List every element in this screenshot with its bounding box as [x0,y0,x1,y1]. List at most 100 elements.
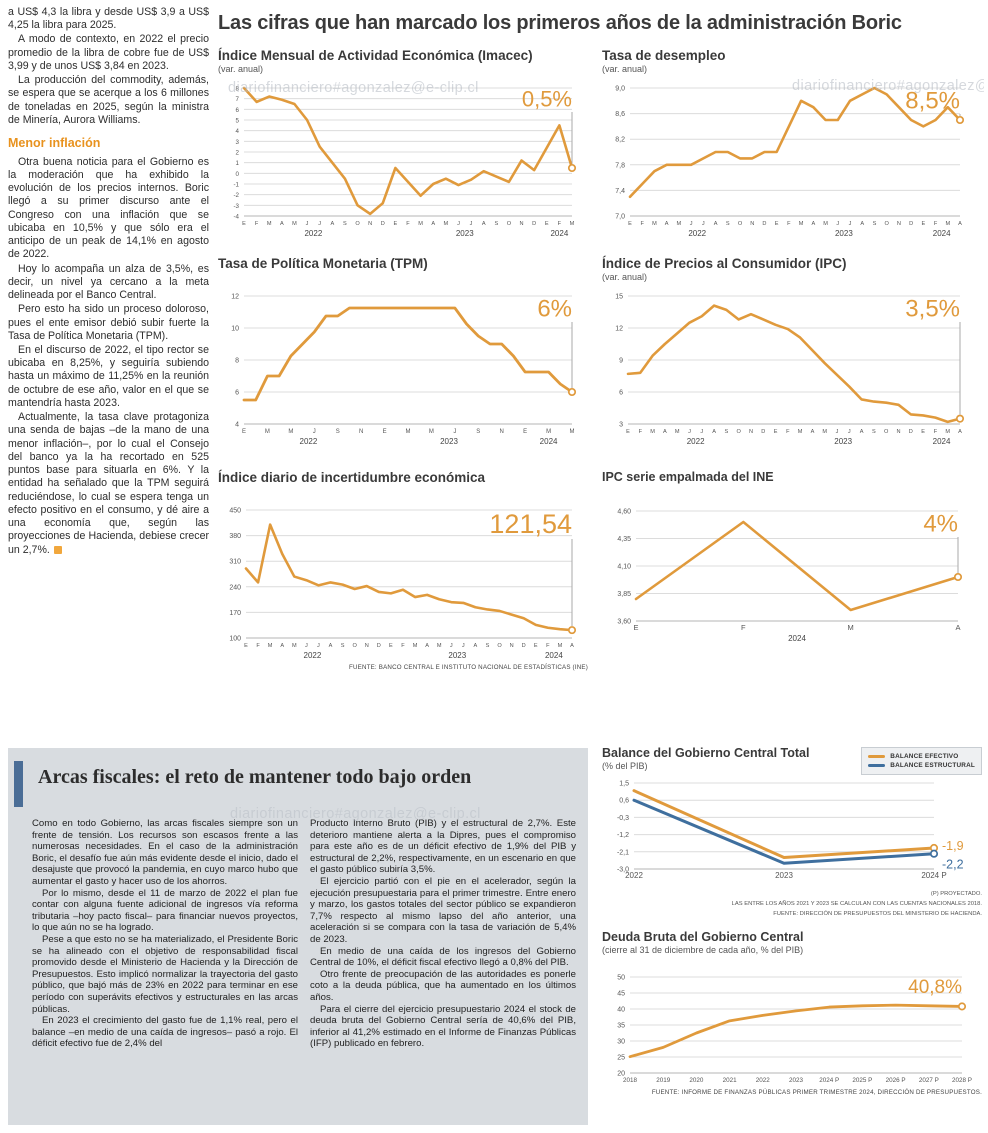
svg-text:M: M [406,429,411,435]
svg-text:J: J [700,429,703,435]
article-paragraph: Otra buena noticia para el Gobierno es l… [8,155,209,261]
headline-accent-bar [14,761,23,807]
svg-text:2: 2 [236,150,240,157]
svg-text:M: M [822,429,827,435]
svg-text:4,35: 4,35 [617,536,631,543]
legend-swatch-blue [868,764,886,767]
article-paragraph: La producción del commodity, además, se … [8,74,209,126]
svg-text:0,5%: 0,5% [522,87,572,112]
svg-text:N: N [359,429,363,435]
debt-chart: 50 45 40 35 30 25 20 2018 2019 2020 2021 2022 2023 20… [602,957,982,1089]
svg-text:A: A [474,643,478,649]
article-paragraph: Pero esto ha sido un proceso doloroso, p… [8,303,209,342]
svg-text:A: A [958,429,962,435]
svg-text:M: M [418,221,423,227]
svg-text:0: 0 [236,171,240,178]
svg-text:D: D [761,429,765,435]
svg-text:A: A [811,221,815,227]
svg-text:2024 P: 2024 P [819,1077,839,1084]
svg-text:N: N [750,221,754,227]
svg-text:-2,2: -2,2 [942,858,964,872]
svg-text:D: D [381,221,385,227]
svg-text:2020: 2020 [689,1077,704,1084]
svg-text:J: J [462,643,465,649]
svg-text:J: J [318,221,321,227]
svg-text:M: M [444,221,449,227]
svg-text:2019: 2019 [656,1077,671,1084]
imacec-chart: 8 7 6 5 4 3 2 1 0 -1 -2 -3 -4 E F M A M J J A S O N D E F M A M J J A S O N… [218,76,590,244]
svg-text:-1: -1 [233,182,239,189]
svg-text:40: 40 [617,1006,625,1013]
svg-text:8,2: 8,2 [615,137,625,144]
svg-text:8: 8 [235,358,239,365]
svg-text:O: O [738,221,743,227]
svg-text:7,0: 7,0 [615,214,625,221]
svg-text:9: 9 [619,358,623,365]
svg-text:2022: 2022 [304,229,322,238]
article-paragraph: Para el cierre del ejercicio presupuesta… [310,1003,576,1050]
svg-text:12: 12 [615,326,623,333]
fiscal-article-column-1: Como en todo Gobierno, las arcas fiscale… [32,818,298,1050]
svg-text:S: S [872,429,876,435]
svg-text:M: M [652,221,657,227]
svg-text:F: F [934,429,938,435]
svg-text:J: J [313,429,316,435]
page-title: Las cifras que han marcado los primeros … [218,12,902,34]
uncertainty-chart: 450 380 310 240 170 100 E F M A M J J A S O N D E F M A M J J A S O… [218,498,590,666]
svg-text:F: F [741,623,746,632]
svg-text:N: N [749,429,753,435]
ipc-chart-subtitle: (var. anual) [602,272,648,282]
svg-text:7,8: 7,8 [615,162,625,169]
fiscal-article-box: Arcas fiscales: el reto de mantener todo… [8,748,588,1125]
svg-text:4: 4 [236,128,240,135]
svg-text:E: E [244,643,248,649]
svg-text:E: E [383,429,387,435]
svg-text:M: M [799,221,804,227]
svg-text:2023: 2023 [775,871,793,880]
svg-text:M: M [570,221,575,227]
svg-text:E: E [921,221,925,227]
article-paragraph: a US$ 4,3 la libra y desde US$ 3,9 a US$… [8,6,209,32]
uncertainty-chart-block: Índice diario de incertidumbre económica… [218,470,590,666]
article-paragraph: Actualmente, la tasa clave protagoniza u… [8,411,209,557]
article-subhead: Menor inflación [8,136,101,151]
svg-text:M: M [268,643,273,649]
svg-text:M: M [945,429,950,435]
svg-text:50: 50 [617,974,625,981]
article-paragraph: A modo de contexto, en 2022 el precio pr… [8,33,209,72]
svg-text:J: J [836,221,839,227]
svg-text:A: A [958,221,962,227]
svg-text:D: D [909,221,913,227]
top-charts-source: FUENTE: BANCO CENTRAL E INSTITUTO NACION… [348,664,588,671]
svg-text:S: S [725,429,729,435]
left-article-column: a US$ 4,3 la libra y desde US$ 3,9 a US$… [8,6,209,718]
svg-text:M: M [848,623,854,632]
ipc-ine-chart-title: IPC serie empalmada del INE [602,470,774,484]
unemployment-chart: 9,0 8,6 8,2 7,8 7,4 7,0 E F M A M J J A S O N D E F M A M J J A S O… [602,76,978,244]
svg-text:J: J [470,221,473,227]
svg-text:M: M [650,429,655,435]
svg-text:-1,9: -1,9 [942,839,964,853]
legend-swatch-orange [868,755,886,758]
ipc-chart-title: Índice de Precios al Consumidor (IPC) [602,256,847,271]
svg-text:J: J [848,429,851,435]
unemployment-chart-title: Tasa de desempleo [602,48,726,63]
svg-text:2022: 2022 [688,229,706,238]
svg-text:A: A [431,221,435,227]
svg-text:1,5: 1,5 [619,781,629,788]
svg-text:2026 P: 2026 P [886,1077,906,1084]
svg-text:N: N [368,221,372,227]
unemployment-chart-block: Tasa de desempleo (var. anual) 9,0 8,6 8,2… [602,48,978,244]
svg-text:2024: 2024 [933,437,951,446]
svg-text:2018: 2018 [623,1077,638,1084]
article-paragraph: En medio de una caída de los ingresos de… [310,945,576,969]
svg-text:F: F [546,643,550,649]
svg-text:J: J [688,429,691,435]
svg-text:F: F [786,429,790,435]
svg-text:D: D [762,221,766,227]
svg-text:A: A [425,643,429,649]
article-paragraph: Hoy lo acompaña un alza de 3,5%, es deci… [8,262,209,302]
svg-text:O: O [497,643,502,649]
svg-text:7,4: 7,4 [615,188,625,195]
debt-chart-source: FUENTE: INFORME DE FINANZAS PÚBLICAS PRI… [651,1088,982,1096]
